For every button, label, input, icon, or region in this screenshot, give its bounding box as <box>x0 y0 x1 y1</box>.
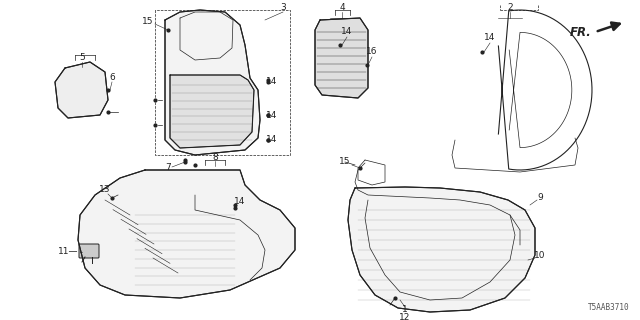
Text: 2: 2 <box>507 3 513 12</box>
Polygon shape <box>315 18 368 98</box>
Text: FR.: FR. <box>570 26 592 38</box>
Polygon shape <box>55 62 108 118</box>
Text: 15: 15 <box>339 157 351 166</box>
Polygon shape <box>348 187 535 312</box>
Text: 14: 14 <box>266 135 278 145</box>
Text: 8: 8 <box>212 153 218 162</box>
Polygon shape <box>170 75 254 148</box>
Text: 14: 14 <box>484 34 496 43</box>
Text: 15: 15 <box>142 18 154 27</box>
Text: 14: 14 <box>266 110 278 119</box>
Text: 5: 5 <box>79 53 85 62</box>
Text: 14: 14 <box>266 77 278 86</box>
Text: 6: 6 <box>109 74 115 83</box>
Text: 14: 14 <box>234 197 246 206</box>
Text: 10: 10 <box>534 251 546 260</box>
Text: 13: 13 <box>99 186 111 195</box>
Text: 14: 14 <box>341 28 353 36</box>
Polygon shape <box>165 10 260 155</box>
Text: 12: 12 <box>399 314 411 320</box>
FancyBboxPatch shape <box>79 244 99 258</box>
Polygon shape <box>78 170 295 298</box>
Text: T5AAB3710: T5AAB3710 <box>588 303 630 312</box>
Text: 16: 16 <box>366 47 378 57</box>
Text: 3: 3 <box>280 3 286 12</box>
Text: 11—: 11— <box>58 247 78 257</box>
Text: 4: 4 <box>339 3 345 12</box>
Text: 9: 9 <box>537 194 543 203</box>
Text: 1: 1 <box>402 306 408 315</box>
Text: 7: 7 <box>165 163 171 172</box>
